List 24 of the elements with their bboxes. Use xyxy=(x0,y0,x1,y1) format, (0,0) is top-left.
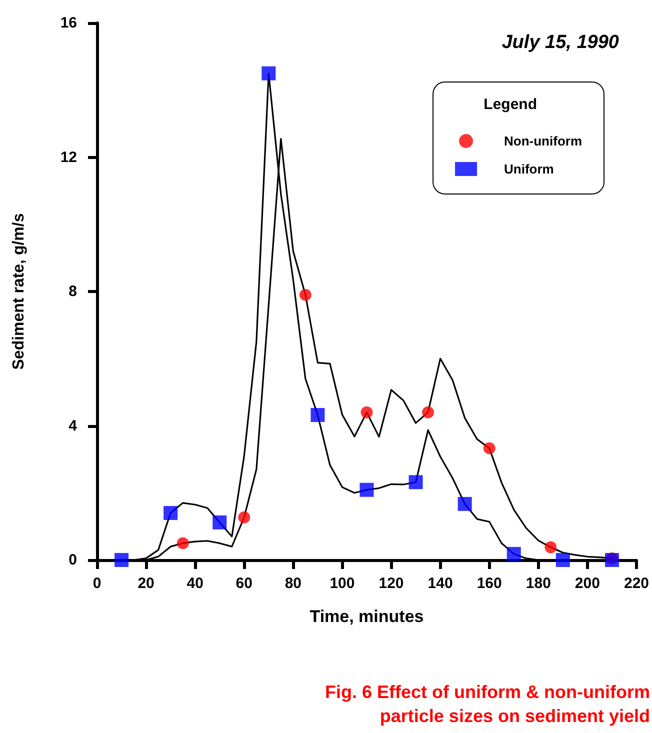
caption: Fig. 6 Effect of uniform & non-uniform particle sizes on sediment yield xyxy=(325,682,650,726)
x-tick-label: 60 xyxy=(236,575,252,592)
x-tick-label: 0 xyxy=(92,575,102,592)
x-tick-label: 140 xyxy=(428,575,453,592)
x-tick-label: 200 xyxy=(574,575,600,592)
y-tick-label: 16 xyxy=(60,14,77,32)
x-axis-title: Time, minutes xyxy=(310,607,424,626)
x-tick-label: 160 xyxy=(476,575,502,592)
x-tick-label: 40 xyxy=(186,575,204,592)
y-tick-label: 4 xyxy=(68,417,78,434)
legend-title: Legend xyxy=(484,96,538,113)
legend-label: Uniform xyxy=(504,162,554,176)
x-tick-label: 100 xyxy=(330,575,355,592)
x-tick-label: 220 xyxy=(624,575,649,592)
x-tick-label: 120 xyxy=(378,575,404,592)
y-tick-label: 0 xyxy=(68,552,77,568)
legend-label: Non-uniform xyxy=(504,134,582,148)
x-tick-label: 20 xyxy=(138,575,154,592)
x-tick-label: 180 xyxy=(526,575,551,592)
x-tick-label: 80 xyxy=(284,575,302,592)
y-tick-label: 8 xyxy=(68,283,77,300)
y-axis-title: Sediment rate, g/m/s xyxy=(10,213,28,370)
text: July 15, 1990 xyxy=(502,32,620,53)
y-tick-label: 12 xyxy=(60,148,77,166)
